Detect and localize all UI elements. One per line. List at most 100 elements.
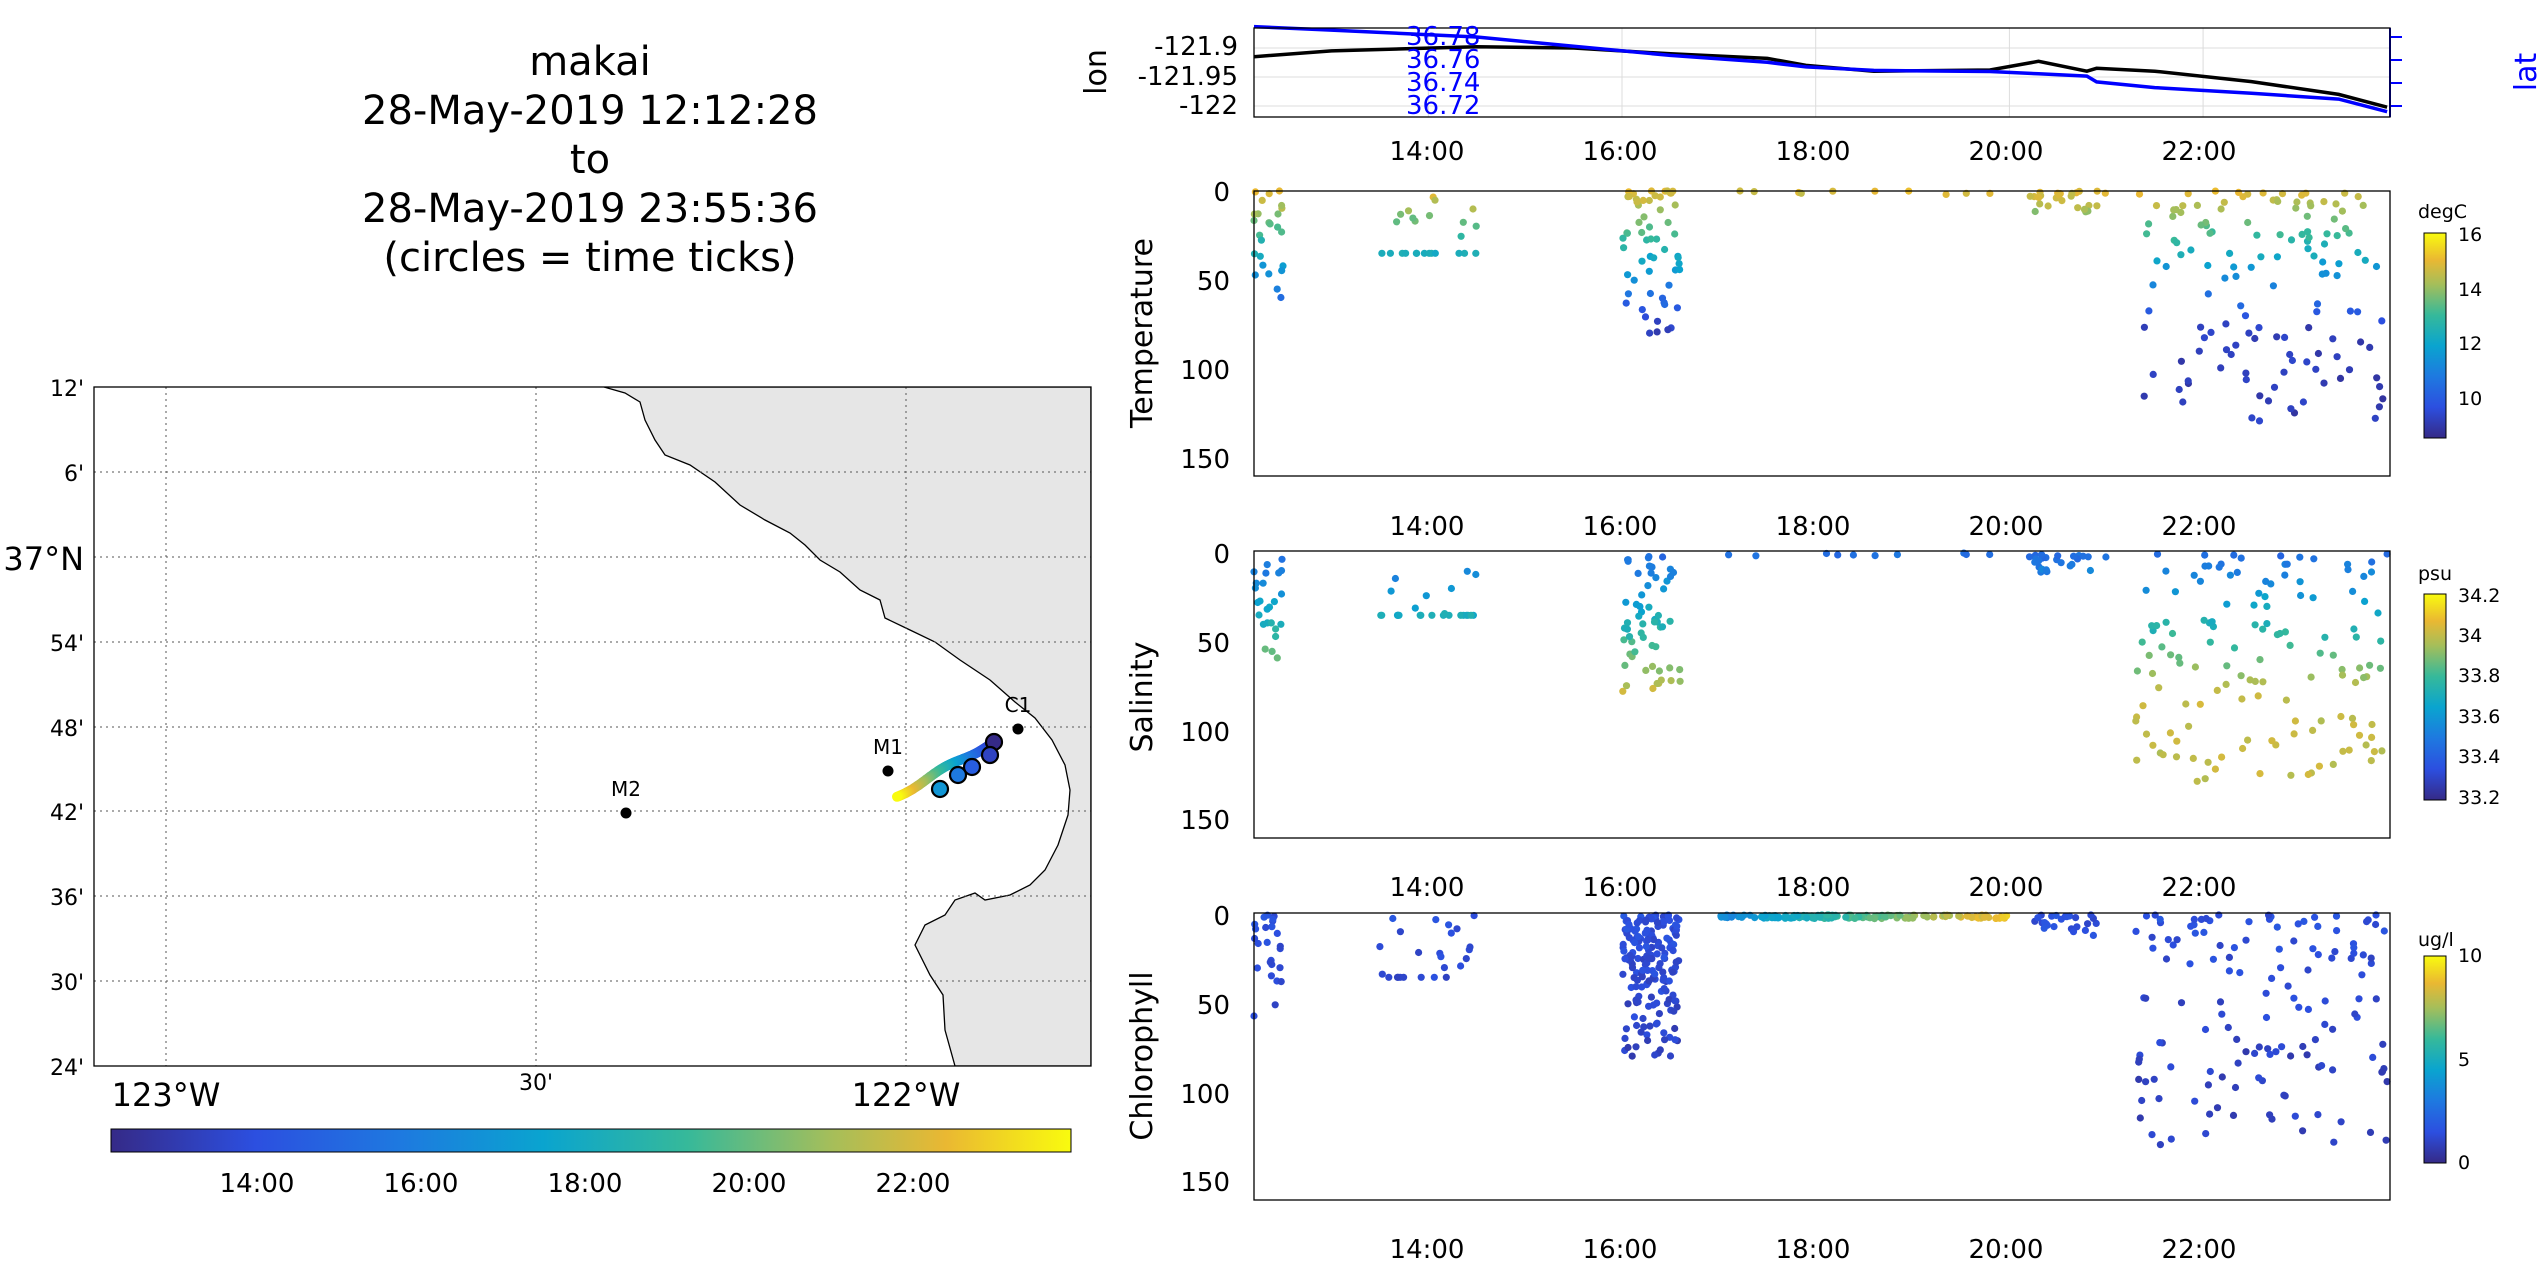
chlorophyll-dot — [2216, 941, 2224, 950]
salinity-dot — [2254, 692, 2262, 700]
chlorophyll-dot — [1655, 1010, 1663, 1018]
temperature-dot — [2179, 202, 2187, 210]
temperature-dot — [2312, 365, 2320, 373]
chlorophyll-dot — [2148, 933, 2156, 941]
temperature-dot — [1251, 188, 1259, 196]
chlorophyll-dot — [1641, 961, 1649, 969]
temperature-dot — [2336, 374, 2345, 382]
map-time-tick-circle — [930, 779, 950, 799]
temperature-dot — [1278, 201, 1286, 210]
chlorophyll-y-tick: 100 — [1180, 1080, 1230, 1110]
salinity-dot — [2153, 550, 2162, 558]
salinity-dot — [1625, 633, 1634, 641]
temperature-dot — [2221, 274, 2229, 282]
salinity-dot — [2196, 577, 2204, 585]
chlorophyll-panel: 0 50 100 150 Chlorophyll 14:00 16:00 18:… — [1125, 902, 2482, 1265]
salinity-dot — [2038, 551, 2046, 559]
salinity-dot — [2068, 560, 2076, 569]
chlorophyll-dot — [2040, 924, 2048, 932]
chlorophyll-dot — [2167, 1135, 2175, 1143]
salinity-dot — [1962, 550, 1970, 559]
chlorophyll-dot — [2351, 1010, 2359, 1018]
salinity-dot — [1422, 592, 1430, 600]
temperature-colorbar-tick: 14 — [2458, 279, 2482, 301]
chlorophyll-dot — [2191, 1097, 2199, 1105]
salinity-dot — [2255, 589, 2263, 597]
map-colorbar-tick: 16:00 — [384, 1169, 459, 1199]
chlorophyll-dot — [2231, 1083, 2240, 1092]
temperature-dot — [2255, 324, 2263, 332]
salinity-dot — [2383, 550, 2391, 558]
temperature-dot — [2247, 263, 2255, 271]
lat-series-line — [1253, 24, 2388, 114]
salinity-dot — [2133, 667, 2141, 675]
chlorophyll-dot — [2242, 1048, 2250, 1056]
salinity-dot — [1644, 582, 1652, 590]
salinity-dot — [2350, 721, 2358, 729]
lon-tick: -121.9 — [1154, 32, 1238, 62]
salinity-dot — [2239, 744, 2247, 753]
chlorophyll-dot — [2204, 1081, 2212, 1089]
salinity-dot — [1654, 611, 1662, 620]
chlorophyll-dot — [1992, 914, 2000, 922]
temperature-dot — [2359, 201, 2367, 209]
chlorophyll-dot — [2149, 944, 2157, 952]
chlorophyll-dot — [2225, 967, 2233, 975]
temperature-dot — [2143, 230, 2151, 238]
chlorophyll-colorbar-tick: 5 — [2458, 1049, 2470, 1071]
position-panel: -121.9 -121.95 -122 36.78 36.76 36.74 36… — [1079, 22, 2544, 167]
temperature-dot — [2345, 366, 2354, 374]
chlorophyll-dot — [1794, 911, 1802, 920]
chlorophyll-dot — [1669, 947, 1677, 955]
chlorophyll-dot — [1378, 970, 1386, 978]
salinity-dot — [2337, 712, 2345, 721]
chlorophyll-dot — [1470, 912, 1478, 920]
chlorophyll-dot — [2190, 915, 2198, 924]
map-lat-tick: 37°N — [3, 540, 84, 578]
salinity-dot — [2329, 760, 2337, 769]
salinity-dot — [2350, 625, 2358, 633]
salinity-x-tick: 20:00 — [1969, 873, 2044, 903]
salinity-dot — [2070, 552, 2078, 560]
salinity-dot — [2317, 717, 2325, 725]
salinity-dot — [1277, 620, 1285, 628]
salinity-dot — [2213, 686, 2221, 695]
temperature-dot — [1661, 245, 1669, 254]
temperature-dot — [1651, 192, 1659, 200]
chlorophyll-dot — [1276, 942, 1284, 950]
station-m2-label: M2 — [611, 777, 641, 801]
station-m1-label: M1 — [873, 735, 903, 759]
salinity-dot — [1395, 611, 1403, 619]
map-lat-tick: 6' — [64, 462, 84, 487]
lat-tick: 36.74 — [1406, 68, 1480, 98]
chlorophyll-colorbar-label: ug/l — [2418, 929, 2454, 951]
temperature-dot — [1469, 205, 1477, 213]
temperature-dot — [1431, 196, 1439, 204]
temperature-dot — [2253, 231, 2261, 239]
temperature-axis-label: Temperature — [1125, 238, 1160, 429]
chlorophyll-dot — [1738, 913, 1746, 921]
chlorophyll-dot — [2333, 927, 2341, 935]
chlorophyll-dot — [1671, 1036, 1679, 1044]
temperature-dot — [2305, 233, 2313, 242]
chlorophyll-dot — [2383, 1078, 2391, 1086]
salinity-dot — [2200, 616, 2208, 624]
salinity-dot — [1822, 549, 1831, 558]
salinity-dot — [1272, 632, 1280, 641]
position-x-tick: 22:00 — [2162, 137, 2237, 167]
map-frame — [93, 386, 1092, 1067]
chlorophyll-colorbar — [2423, 955, 2447, 1164]
temperature-dot — [1397, 210, 1405, 218]
temperature-dot — [2320, 379, 2328, 387]
salinity-dot — [1635, 612, 1643, 620]
salinity-dot — [2191, 663, 2199, 671]
temperature-dot — [2177, 251, 2185, 259]
chlorophyll-dot — [2287, 1052, 2295, 1060]
salinity-dot — [2226, 571, 2234, 579]
salinity-dot — [1391, 574, 1399, 583]
chlorophyll-dot — [2367, 959, 2375, 968]
map-colorbar-tick: 18:00 — [548, 1169, 623, 1199]
temperature-dot — [2206, 229, 2214, 237]
temperature-dots — [1250, 187, 2387, 425]
temperature-dot — [2357, 338, 2365, 346]
